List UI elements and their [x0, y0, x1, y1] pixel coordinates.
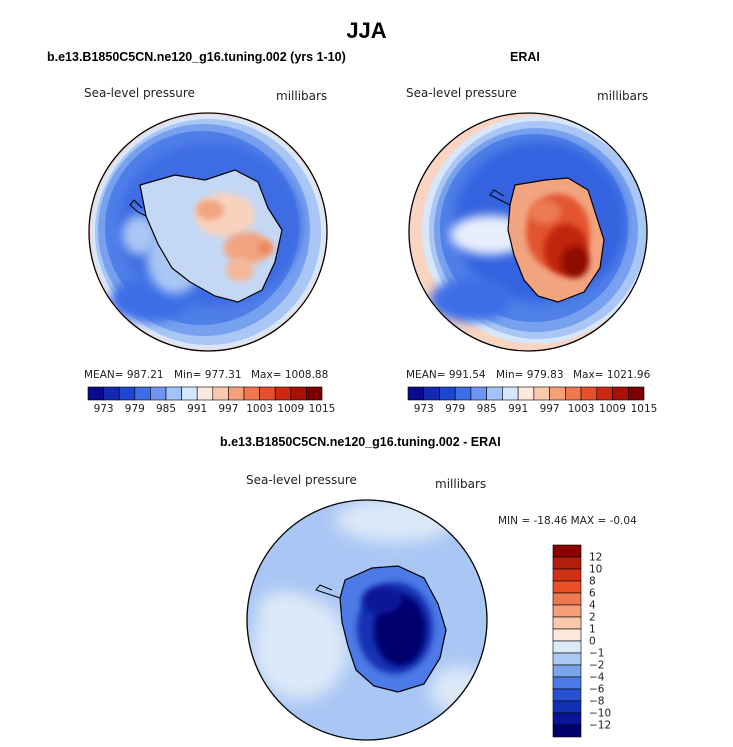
panel3-small-diff-area — [258, 592, 302, 628]
panel3-small-diff-area — [430, 666, 490, 714]
panel1-colorbar-swatch — [182, 387, 198, 400]
panel2-low-pocket — [430, 278, 510, 322]
panel3-colorbar-swatch — [553, 569, 581, 581]
panel3-colorbar-swatch — [553, 593, 581, 605]
panel1-colorbar-swatch — [306, 387, 322, 400]
panel3-colorbar-tick-label: −2 — [589, 660, 604, 672]
panel3-colorbar-swatch — [553, 581, 581, 593]
panel2-colorbar-swatch — [455, 387, 471, 400]
panel1-colorbar-tick-label: 1009 — [277, 403, 304, 415]
panel3-colorbar-tick-label: 12 — [589, 552, 602, 564]
panel2-colorbar-swatch — [565, 387, 581, 400]
panel2-colorbar-swatch — [408, 387, 424, 400]
panel1-high-core — [257, 242, 273, 254]
panel3-colorbar-swatch — [553, 641, 581, 653]
panel2-colorbar-swatch — [628, 387, 644, 400]
panel1-colorbar-swatch — [291, 387, 307, 400]
panel3-colorbar-tick-label: 10 — [589, 564, 602, 576]
panel1-colorbar-swatch — [150, 387, 166, 400]
panel3-colorbar-swatch — [553, 617, 581, 629]
panel2-colorbar-swatch — [550, 387, 566, 400]
panel1-colorbar-swatch — [166, 387, 182, 400]
panel3-colorbar-tick-label: −10 — [589, 708, 611, 720]
panel1-colorbar-swatch — [244, 387, 260, 400]
panel2-high-core — [561, 246, 589, 278]
panel2-colorbar-tick-label: 1015 — [631, 403, 658, 415]
panel2-colorbar-tick-label: 1009 — [599, 403, 626, 415]
panel3-colorbar-tick-label: −8 — [589, 696, 604, 708]
panel3-colorbar-tick-label: 8 — [589, 576, 596, 588]
panel1-colorbar-swatch — [228, 387, 244, 400]
panel3-colorbar-tick-label: 1 — [589, 624, 596, 636]
panel3-colorbar-tick-label: −4 — [589, 672, 605, 684]
panel3-colorbar-swatch — [553, 689, 581, 701]
panel2-colorbar: 973 979 985 991 997 1003 1009 1015 — [408, 387, 657, 415]
panel2-colorbar-swatch — [518, 387, 534, 400]
panel2-colorbar-tick-label: 979 — [445, 403, 465, 415]
panel2-colorbar-swatch — [424, 387, 440, 400]
panel1-colorbar: 973 979 985 991 997 1003 1009 1015 — [88, 387, 335, 415]
panel1-colorbar-swatch — [197, 387, 213, 400]
panel1-colorbar-tick-label: 1003 — [246, 403, 273, 415]
panel2-colorbar-tick-label: 997 — [540, 403, 560, 415]
panel1-colorbar-tick-label: 985 — [156, 403, 176, 415]
panel2-high-core — [529, 200, 561, 224]
figure-canvas: 973 979 985 991 997 1003 1009 1015 973 979 985 991… — [0, 0, 733, 747]
panel2-colorbar-swatch — [439, 387, 455, 400]
panel1-colorbar-swatch — [88, 387, 104, 400]
panel2-colorbar-tick-label: 1003 — [568, 403, 595, 415]
panel1-colorbar-tick-label: 1015 — [309, 403, 336, 415]
panel3-colorbar-swatch — [553, 701, 581, 713]
panel3-colorbar-tick-label: 6 — [589, 588, 596, 600]
panel3-colorbar-swatch — [553, 557, 581, 569]
panel2-colorbar-swatch — [471, 387, 487, 400]
panel1-map — [89, 113, 327, 351]
panel2-colorbar-swatch — [502, 387, 518, 400]
panel3-colorbar-tick-label: 4 — [589, 600, 596, 612]
panel1-colorbar-swatch — [213, 387, 229, 400]
panel1-colorbar-swatch — [104, 387, 120, 400]
panel1-colorbar-tick-label: 991 — [187, 403, 207, 415]
panel1-colorbar-tick-label: 997 — [218, 403, 238, 415]
panel2-colorbar-swatch — [487, 387, 503, 400]
panel2-colorbar-swatch — [581, 387, 597, 400]
panel3-colorbar-swatch — [553, 713, 581, 725]
panel3-colorbar-swatch — [553, 605, 581, 617]
panel3-colorbar-tick-label: −6 — [589, 684, 605, 696]
panel1-colorbar-tick-label: 979 — [125, 403, 145, 415]
panel1-colorbar-tick-label: 973 — [94, 403, 114, 415]
panel2-colorbar-swatch — [597, 387, 613, 400]
panel3-colorbar-tick-label: 0 — [589, 636, 596, 648]
panel2-colorbar-swatch — [534, 387, 550, 400]
panel2-colorbar-swatch — [613, 387, 629, 400]
panel3-colorbar-tick-label: 2 — [589, 612, 596, 624]
panel3-colorbar-swatch — [553, 725, 581, 737]
panel1-high-core — [196, 200, 224, 220]
panel3-deep-diff — [362, 586, 402, 614]
panel3-colorbar-swatch — [553, 653, 581, 665]
panel2-colorbar-tick-label: 991 — [508, 403, 528, 415]
panel3-colorbar-tick-label: −1 — [589, 648, 604, 660]
panel3-colorbar-swatch — [553, 629, 581, 641]
panel1-colorbar-swatch — [135, 387, 151, 400]
panel3-colorbar-swatch — [553, 677, 581, 689]
panel3-colorbar-swatch — [553, 665, 581, 677]
panel1-colorbar-swatch — [119, 387, 135, 400]
panel2-colorbar-tick-label: 985 — [477, 403, 497, 415]
panel2-colorbar-tick-label: 973 — [414, 403, 434, 415]
panel3-colorbar-swatch — [553, 545, 581, 557]
panel3-colorbar-tick-label: −12 — [589, 720, 611, 732]
panel1-high-core — [226, 258, 254, 282]
panel1-colorbar-swatch — [260, 387, 276, 400]
panel3-small-diff-area — [335, 498, 455, 542]
panel1-colorbar-swatch — [275, 387, 291, 400]
